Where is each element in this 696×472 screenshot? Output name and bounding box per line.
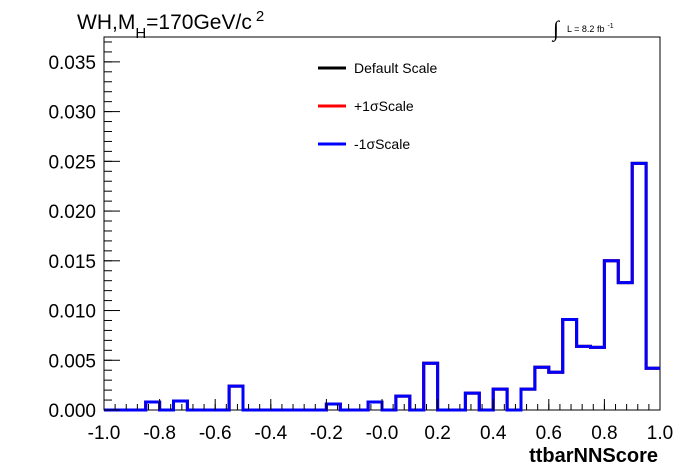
series-layer [104,161,660,412]
series-line-1 [104,161,660,412]
chart-title: WH,MH=170GeV/c 2 [77,8,264,42]
title-superscript: 2 [256,8,264,25]
lumi-superscript: -1 [607,23,613,30]
y-tick-label: 0.010 [48,302,96,323]
series-line-2 [104,161,660,412]
x-tick-label: 0.2 [424,423,450,444]
x-tick-label: -0.4 [254,423,287,444]
y-tick-label: 0.025 [48,152,96,173]
y-tick-label: 0.035 [48,53,96,74]
x-axis-label: ttbarNNScore [529,445,658,467]
lumi-label: L = 8.2 fb -1 [567,23,614,34]
legend-label-0: Default Scale [354,60,437,76]
title-subscript: H [135,25,146,42]
series-line-0 [104,161,660,412]
title-main: WH,M [77,11,135,34]
y-tick-label: 0.000 [48,401,96,422]
y-tick-label: 0.005 [48,351,96,372]
legend-label-2: -1σScale [354,136,410,152]
y-tick-label: 0.030 [48,103,96,124]
plot-frame [103,36,661,411]
x-tick-label: 0.8 [591,423,617,444]
x-tick-label: -0.8 [143,423,176,444]
x-axis: -1.0 -0.8 -0.6 -0.4 -0.2 -0.0 0.2 0.4 0.6 0.8 1.0 [88,399,673,444]
y-axis: 0.000 0.005 0.010 0.015 0.020 0.025 0.030 0.035 [48,41,120,422]
lumi-integral-sign: ∫ [551,16,561,42]
x-tick-label: -1.0 [88,423,121,444]
title-rest: =170GeV/c [146,11,252,34]
x-tick-label: 1.0 [647,423,673,444]
y-tick-label: 0.015 [48,252,96,273]
legend: Default Scale +1σScale -1σScale [318,60,437,152]
legend-label-1: +1σScale [354,98,414,114]
x-tick-label: 0.6 [536,423,562,444]
x-tick-label: 0.4 [480,423,507,444]
x-tick-label: -0.2 [310,423,343,444]
y-tick-label: 0.020 [48,202,96,223]
lumi-text: L = 8.2 fb [567,24,604,34]
x-tick-label: -0.0 [366,423,399,444]
x-tick-label: -0.6 [199,423,232,444]
